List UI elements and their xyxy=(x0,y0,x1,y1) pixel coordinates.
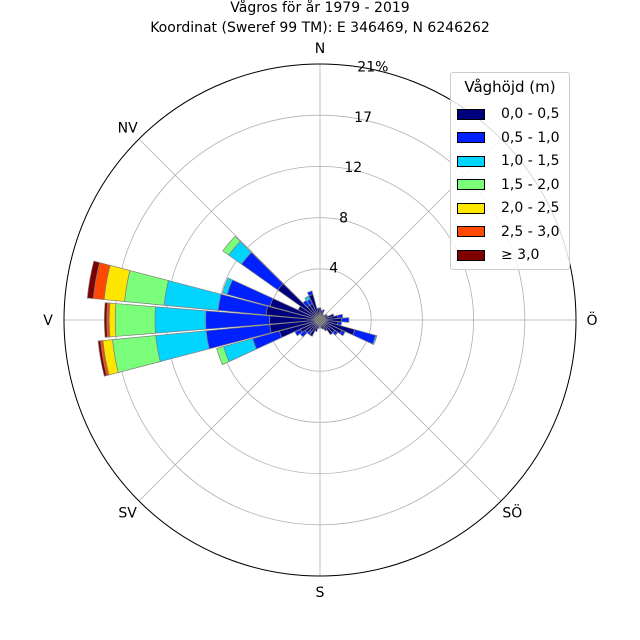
bar-segment xyxy=(124,270,169,306)
bar-segment xyxy=(319,319,323,329)
bar-segment xyxy=(332,329,339,336)
radial-tick-label: 17 xyxy=(354,110,372,126)
legend-swatch xyxy=(457,226,485,237)
direction-label: N xyxy=(315,41,325,57)
legend-swatch xyxy=(457,202,485,214)
bar-segment xyxy=(108,302,117,338)
legend-item: 1,5 - 2,0 xyxy=(457,176,559,194)
bar-segment xyxy=(104,302,108,338)
bar-segment xyxy=(216,346,230,366)
bar-segment xyxy=(316,307,321,321)
bar-segment xyxy=(319,319,328,332)
chart-subtitle: Koordinat (Sweref 99 TM): E 346469, N 62… xyxy=(150,20,490,36)
direction-label: S xyxy=(316,585,325,601)
bar-segment xyxy=(114,303,156,337)
radial-tick-label: 8 xyxy=(339,210,348,226)
bar-segment xyxy=(222,277,233,295)
legend-label: 2,5 - 3,0 xyxy=(501,223,560,240)
bar-segment xyxy=(339,329,346,337)
bar-segment xyxy=(86,260,101,299)
legend-item: 1,0 - 1,5 xyxy=(457,152,559,170)
legend-label: 1,0 - 1,5 xyxy=(501,153,560,169)
bar-segment xyxy=(97,340,108,377)
legend-title: Våghöjd (m) xyxy=(464,78,556,96)
direction-label: NV xyxy=(118,121,138,137)
legend-swatch xyxy=(457,179,485,190)
legend-label: 1,5 - 2,0 xyxy=(501,176,560,193)
legend: Våghöjd (m) 0,0 - 0,5 0,5 - 1,0 1,0 - 1,5 1… xyxy=(450,72,570,270)
chart-title: Vågros för år 1979 - 2019 xyxy=(230,0,410,16)
direction-label: SÖ xyxy=(502,503,522,521)
bar-segment xyxy=(240,251,284,291)
bar-segment xyxy=(352,329,377,345)
legend-item: 0,5 - 1,0 xyxy=(457,129,559,147)
legend-item: 2,5 - 3,0 xyxy=(457,223,559,241)
bar-segment xyxy=(294,328,303,337)
bar-segment xyxy=(155,330,210,363)
bar-segment xyxy=(163,280,222,311)
bar-segment xyxy=(372,334,378,346)
grid-spoke xyxy=(319,319,502,502)
direction-label: SV xyxy=(118,505,137,521)
bar-segment xyxy=(222,235,241,256)
legend-swatch xyxy=(457,249,485,261)
legend-swatch xyxy=(457,155,485,167)
bar-segment xyxy=(337,313,344,319)
axis-labels: N NV V SV S SÖ Ö 4 8 12 17 21% xyxy=(43,41,597,601)
legend-label: ≥ 3,0 xyxy=(501,247,540,263)
bar-segment xyxy=(112,335,161,373)
direction-label: Ö xyxy=(586,311,597,329)
legend-swatch xyxy=(457,132,485,143)
legend-item: 0,0 - 0,5 xyxy=(457,105,559,123)
legend-label: 0,0 - 0,5 xyxy=(501,106,560,122)
wave-rose-bars xyxy=(86,235,378,377)
bar-segment xyxy=(321,309,325,313)
legend-item: 2,0 - 2,5 xyxy=(457,199,559,217)
bar-segment xyxy=(306,290,314,297)
bar-segment xyxy=(341,317,350,323)
bar-segment xyxy=(319,319,334,336)
legend-swatch xyxy=(457,108,485,120)
direction-label: V xyxy=(43,313,53,329)
bar-segment xyxy=(154,306,207,334)
bar-segment xyxy=(319,319,325,330)
legend-label: 2,0 - 2,5 xyxy=(501,200,560,216)
grid-spoke xyxy=(138,319,321,502)
legend-label: 0,5 - 1,0 xyxy=(501,129,560,146)
radial-tick-label: 12 xyxy=(344,160,362,176)
outer-circle xyxy=(63,63,577,577)
legend-item: ≥ 3,0 xyxy=(457,246,539,264)
bar-segment xyxy=(304,295,311,302)
radial-tick-label: 4 xyxy=(329,261,338,277)
radial-tick-label: 21% xyxy=(357,60,388,76)
